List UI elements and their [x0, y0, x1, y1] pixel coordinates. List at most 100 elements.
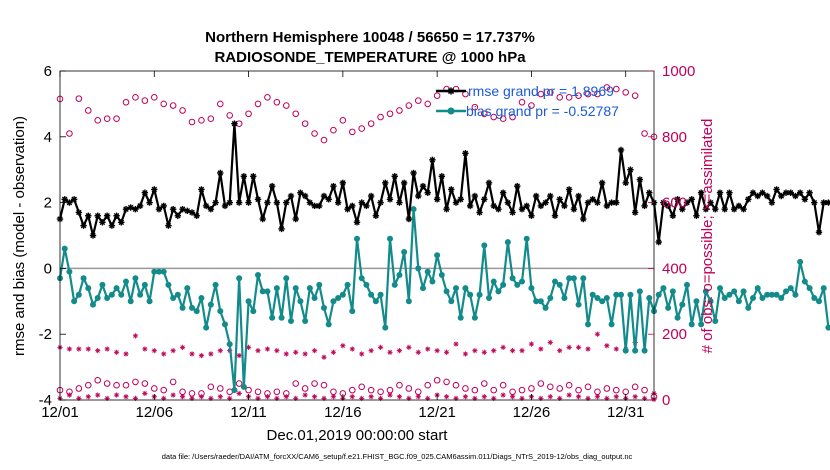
- marker-stroke: [236, 391, 242, 396]
- marker-stroke: [71, 196, 77, 203]
- obs-possible-point: [254, 388, 262, 396]
- marker-stroke: [717, 189, 723, 196]
- marker-stroke: [76, 346, 82, 352]
- bias-point: [613, 291, 620, 298]
- legend: rmse grand pr = 1.8969 bias grand pr = -…: [436, 83, 619, 119]
- bias-point: [523, 235, 530, 242]
- obs-possible-point: [150, 94, 158, 101]
- bias-point: [174, 291, 181, 298]
- rmse-point: [386, 196, 394, 203]
- rmse-point: [485, 179, 493, 187]
- marker-stroke: [331, 394, 336, 399]
- obs-possible-point: [556, 94, 564, 101]
- chart-title: Northern Hemisphere 10048 / 56650 = 17.7…: [205, 29, 535, 46]
- obs-possible-point: [245, 386, 252, 394]
- obs-assimilated-point: [142, 390, 148, 397]
- marker-stroke: [608, 199, 615, 206]
- marker-stroke: [142, 391, 148, 396]
- bias-point: [589, 291, 596, 298]
- bias-point: [99, 281, 106, 288]
- legend-rmse-marker: [447, 87, 455, 95]
- marker-stroke: [731, 206, 737, 212]
- rmse-point: [141, 189, 149, 196]
- marker-stroke: [519, 206, 525, 212]
- bias-point: [259, 288, 266, 295]
- marker-stroke: [368, 394, 374, 399]
- obs-assimilated-point: [179, 344, 186, 350]
- marker-stroke: [321, 355, 327, 360]
- bias-point: [750, 295, 756, 302]
- rmse-point: [608, 199, 615, 206]
- marker-stroke: [165, 222, 172, 229]
- rmse-point: [75, 209, 83, 216]
- obs-assimilated-point: [613, 346, 619, 352]
- rmse-point: [730, 205, 738, 213]
- rmse-point: [99, 219, 106, 226]
- rmse-series-group: [56, 120, 830, 246]
- bias-point: [632, 347, 639, 354]
- marker-stroke: [274, 199, 280, 206]
- bias-point: [552, 278, 558, 285]
- bias-point: [486, 295, 492, 302]
- marker-stroke: [434, 348, 440, 353]
- obs-assimilated-point: [66, 346, 73, 352]
- marker-stroke: [387, 196, 393, 203]
- marker-stroke: [274, 348, 280, 353]
- marker-stroke: [510, 394, 515, 399]
- obs-assimilated-point: [557, 395, 563, 401]
- rmse-point: [353, 219, 361, 226]
- bias-point: [306, 285, 313, 292]
- bias-point: [806, 285, 813, 292]
- marker-stroke: [519, 348, 525, 353]
- obs-assimilated-point: [528, 341, 535, 347]
- rmse-point: [80, 222, 87, 229]
- marker-stroke: [595, 394, 600, 399]
- bias-point: [250, 308, 257, 315]
- marker-stroke: [142, 189, 148, 196]
- bias-point: [740, 288, 747, 295]
- marker-stroke: [397, 348, 402, 353]
- rmse-point: [259, 215, 266, 223]
- marker-stroke: [665, 203, 671, 209]
- bias-point: [311, 295, 318, 302]
- rmse-point: [424, 189, 431, 196]
- rmse-point: [697, 189, 705, 196]
- obs-possible-point: [348, 128, 356, 136]
- marker-stroke: [241, 173, 247, 180]
- rmse-point: [278, 225, 285, 233]
- bias-point: [509, 275, 516, 282]
- marker-stroke: [189, 396, 195, 401]
- bias-point: [255, 271, 261, 278]
- rmse-point: [716, 189, 724, 196]
- bias-point: [537, 298, 544, 305]
- obs-assimilated-point: [66, 392, 73, 398]
- rmse-point: [217, 169, 224, 177]
- marker-stroke: [482, 394, 487, 399]
- obs-possible-point: [301, 120, 309, 127]
- obs-possible-point: [226, 112, 234, 119]
- obs-assimilated-point: [491, 348, 497, 354]
- obs-assimilated-point: [330, 394, 337, 400]
- bias-point: [759, 295, 766, 302]
- rmse-point: [151, 186, 158, 193]
- obs-possible-point: [575, 92, 582, 99]
- obs-assimilated-point: [170, 392, 176, 398]
- rmse-point: [391, 173, 398, 180]
- obs-assimilated-point: [566, 344, 572, 350]
- marker-stroke: [576, 345, 581, 350]
- obs-assimilated-point: [613, 394, 619, 400]
- marker-stroke: [193, 213, 200, 219]
- rmse-point: [118, 219, 125, 226]
- bias-point: [123, 278, 129, 285]
- rmse-point: [594, 199, 601, 206]
- bias-point: [490, 278, 497, 285]
- bias-point: [684, 281, 690, 288]
- y2-tick-label: 0: [662, 392, 670, 409]
- marker-stroke: [236, 199, 242, 206]
- obs-assimilated-point: [547, 339, 553, 346]
- bias-point: [222, 321, 228, 328]
- obs-possible-point: [179, 107, 186, 114]
- obs-assimilated-point: [462, 351, 469, 357]
- marker-stroke: [500, 345, 506, 350]
- obs-assimilated-point: [283, 351, 289, 357]
